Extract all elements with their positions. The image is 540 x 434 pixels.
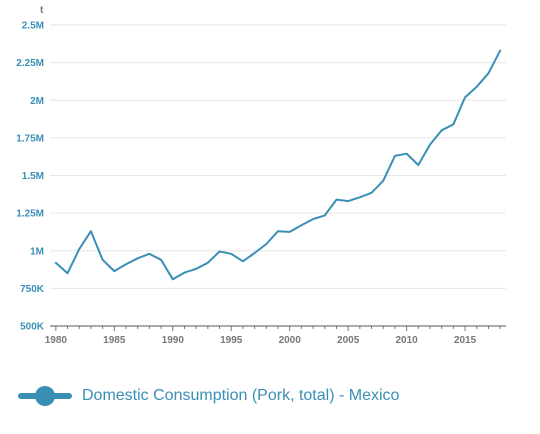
y-tick-label: 2.5M (22, 21, 44, 32)
y-tick-label: 1M (30, 246, 44, 257)
x-tick-label: 1980 (45, 335, 68, 346)
y-axis-unit-label: t (40, 5, 44, 16)
legend[interactable]: Domestic Consumption (Pork, total) - Mex… (18, 384, 399, 408)
x-tick-label: 2005 (337, 335, 360, 346)
x-tick-label: 1990 (162, 335, 185, 346)
legend-line-icon (18, 384, 72, 408)
y-tick-label: 750K (20, 284, 45, 295)
x-tick-label: 1995 (220, 335, 243, 346)
y-tick-label: 2M (30, 96, 44, 107)
series-line (54, 49, 502, 281)
x-tick-label: 2010 (395, 335, 418, 346)
y-tick-label: 2.25M (16, 58, 44, 69)
y-tick-label: 1.75M (16, 133, 44, 144)
legend-label: Domestic Consumption (Pork, total) - Mex… (82, 387, 400, 404)
gridlines (50, 24, 506, 289)
y-axis-ticks: 500K 750K 1M 1.25M 1.5M 1.75M 2M 2.25M 2.5M (16, 21, 45, 333)
x-tick-label: 1985 (103, 335, 126, 346)
series-group (54, 49, 502, 281)
x-axis-ticks: 1980 1985 1990 1995 2000 2005 2010 2015 (45, 326, 501, 346)
x-tick-label: 2000 (279, 335, 302, 346)
y-tick-label: 1.25M (16, 209, 44, 220)
x-tick-label: 2015 (454, 335, 477, 346)
y-tick-label: 1.5M (22, 171, 44, 182)
y-tick-label: 500K (20, 322, 45, 333)
